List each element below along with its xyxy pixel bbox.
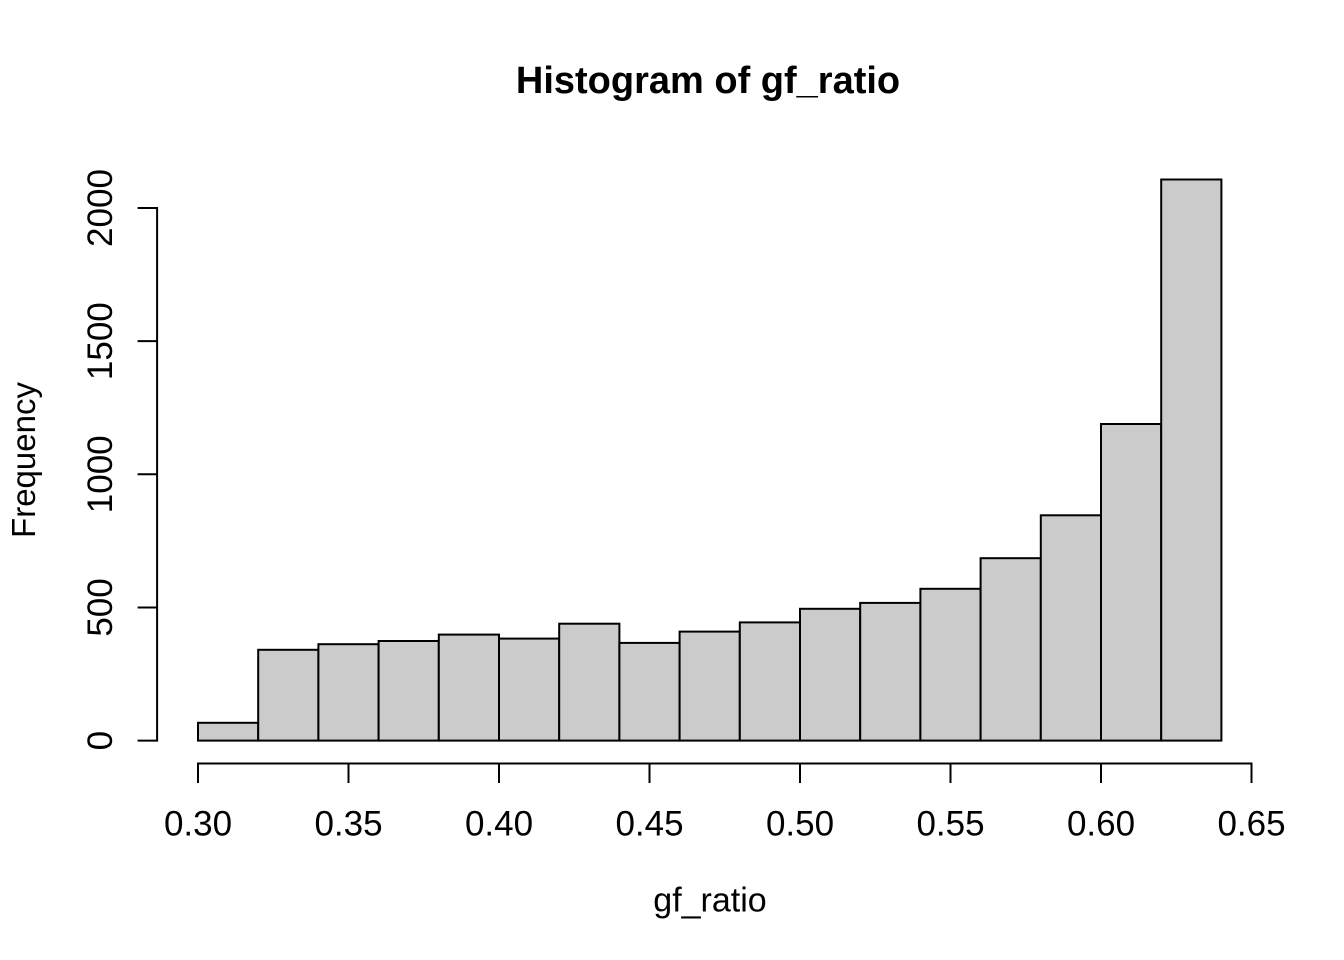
svg-text:0: 0 — [81, 731, 120, 750]
svg-text:0.40: 0.40 — [465, 805, 533, 844]
svg-text:0.35: 0.35 — [314, 805, 382, 844]
svg-text:0.50: 0.50 — [766, 805, 834, 844]
svg-text:2000: 2000 — [81, 169, 120, 247]
svg-text:0.60: 0.60 — [1067, 805, 1135, 844]
svg-text:0.65: 0.65 — [1217, 805, 1285, 844]
svg-text:Frequency: Frequency — [5, 382, 42, 538]
svg-text:1000: 1000 — [81, 435, 120, 513]
svg-text:0.30: 0.30 — [164, 805, 232, 844]
svg-text:500: 500 — [81, 578, 120, 636]
svg-text:0.45: 0.45 — [615, 805, 683, 844]
svg-text:Histogram of gf_ratio: Histogram of gf_ratio — [516, 60, 900, 102]
svg-text:gf_ratio: gf_ratio — [653, 882, 766, 920]
svg-text:1500: 1500 — [81, 302, 120, 380]
svg-text:0.55: 0.55 — [916, 805, 984, 844]
